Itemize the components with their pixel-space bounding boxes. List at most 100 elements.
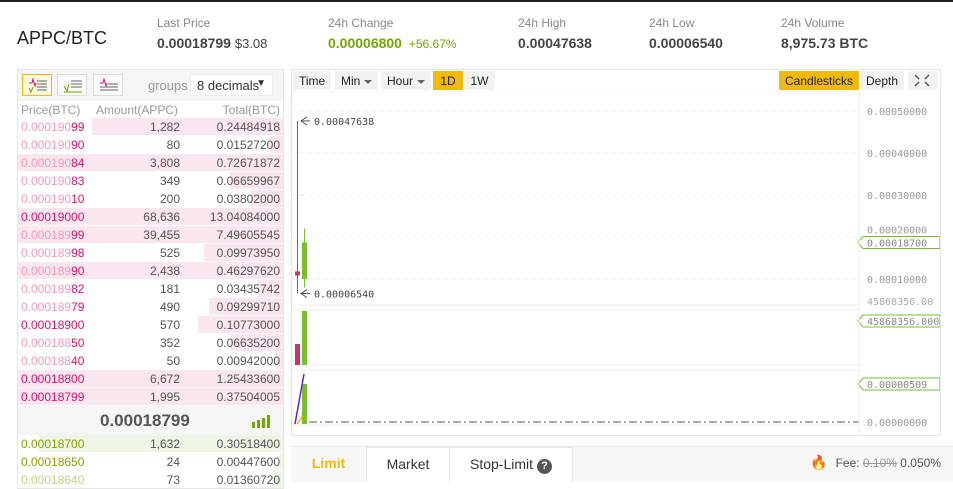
tab-stop-limit-label: Stop-Limit [469, 456, 534, 472]
ask-row[interactable]: 0.00018800 6,672 1.25433600 [18, 370, 283, 388]
volume-pane [292, 309, 860, 366]
ask-total: 0.03435742 [216, 282, 280, 296]
ask-total: 0.09973950 [216, 246, 280, 260]
bids-list: 0.00018700 1,632 0.30518400 0.00018650 24 0.0… [18, 435, 283, 488]
tab-limit[interactable]: Limit [291, 447, 366, 482]
volume-bar [295, 344, 300, 365]
arrow-left-icon [300, 116, 310, 126]
candlestick-chart[interactable]: 0.00050000 0.00040000 0.00030000 0.00020000… [292, 91, 940, 436]
depth-bar [203, 244, 283, 261]
stat-usd: $3.08 [234, 36, 268, 51]
interval-1w[interactable]: 1W [464, 71, 495, 90]
stat-label: 24h Change [328, 16, 394, 30]
ask-row[interactable]: 0.00018979 490 0.09299710 [18, 298, 283, 316]
ask-total: 1.25433600 [216, 372, 280, 386]
fullscreen-icon [914, 74, 930, 87]
ask-amount: 525 [159, 246, 180, 260]
pair-title: APPC/BTC [17, 28, 108, 48]
price-annotation: 0.00006540 [314, 290, 374, 301]
y-tick-label: 0.00040000 [867, 149, 927, 160]
depth-bar [272, 471, 283, 488]
view-depth[interactable]: Depth [860, 71, 905, 90]
candle-body [302, 242, 307, 279]
help-icon[interactable]: ? [537, 459, 553, 474]
decimals-select[interactable]: 8 decimals ▼ [190, 74, 273, 96]
price-prefix: 0.000190 [21, 120, 72, 134]
bid-row[interactable]: 0.00018640 73 0.01360720 [18, 471, 283, 488]
indicator-bar [302, 384, 307, 424]
ask-row[interactable]: 0.00018799 1,995 0.37504005 [18, 388, 283, 406]
interval-1d[interactable]: 1D [433, 71, 463, 90]
ask-row[interactable]: 0.00019090 80 0.01527200 [18, 136, 283, 154]
bid-price: 0.00018650 [21, 455, 85, 469]
stat-value: 0.00047638 [518, 35, 592, 51]
ask-row[interactable]: 0.00018982 181 0.03435742 [18, 280, 283, 298]
ask-row[interactable]: 0.00018998 525 0.09973950 [18, 244, 283, 262]
interval-min[interactable]: Min [335, 71, 379, 90]
ask-row[interactable]: 0.00018999 39,455 7.49605545 [18, 226, 283, 244]
ask-row[interactable]: 0.00019083 349 0.06659967 [18, 172, 283, 190]
price-suffix: 50 [71, 336, 85, 350]
stat-24h-low: 24h Low 0.00006540 [649, 16, 723, 51]
stat-value: 0.00018799 [157, 35, 231, 51]
indicator-tag: 0.00000509 [867, 380, 927, 391]
tab-stop-limit[interactable]: Stop-Limit? [449, 447, 573, 482]
view-candlesticks[interactable]: Candlesticks [779, 71, 860, 90]
ask-price: 0.00019090 [21, 138, 84, 152]
candle-body [295, 271, 300, 276]
bid-row[interactable]: 0.00018650 24 0.00447600 [18, 453, 283, 471]
ask-row[interactable]: 0.00019084 3,808 0.72671872 [18, 154, 283, 172]
price-prefix: 0.000189 [21, 264, 72, 278]
bid-row[interactable]: 0.00018700 1,632 0.30518400 [18, 435, 283, 453]
ask-row[interactable]: 0.00019000 68,636 13.04084000 [18, 208, 283, 226]
price-annotation: 0.00047638 [314, 117, 374, 128]
price-prefix: 0.000189 [21, 282, 72, 296]
ask-row[interactable]: 0.00019010 200 0.03802000 [18, 190, 283, 208]
price-prefix: 0.000190 [21, 138, 72, 152]
volume-tick: 45868356.00 [867, 297, 933, 308]
view-both-button[interactable] [22, 74, 52, 96]
ask-price: 0.00018999 [21, 228, 84, 242]
ask-row[interactable]: 0.00018840 50 0.00942000 [18, 352, 283, 370]
price-suffix: 0.00019000 [21, 210, 85, 224]
price-prefix: 0.000188 [21, 336, 72, 350]
depth-bar [251, 190, 283, 207]
y-tick-label: 0.00010000 [867, 275, 927, 286]
ask-row[interactable]: 0.00018990 2,438 0.46297620 [18, 262, 283, 280]
ask-amount: 3,808 [149, 156, 180, 170]
bid-amount: 73 [166, 473, 180, 487]
ask-amount: 181 [159, 282, 180, 296]
col-amount: Amount(APPC) [96, 103, 179, 117]
price-suffix: 0.00018900 [21, 318, 85, 332]
price-prefix: 0.000190 [21, 156, 72, 170]
tab-market[interactable]: Market [366, 447, 450, 482]
view-bids-button[interactable] [57, 74, 87, 96]
ask-total: 0.01527200 [216, 138, 280, 152]
ask-amount: 490 [159, 300, 180, 314]
price-suffix: 83 [71, 174, 85, 188]
ask-row[interactable]: 0.00018900 570 0.10773000 [18, 316, 283, 334]
fire-icon: 🔥 [810, 454, 828, 470]
volume-tag: 45868356.000 [867, 317, 939, 328]
price-suffix: 84 [71, 156, 85, 170]
ask-amount: 352 [159, 336, 180, 350]
price-prefix: 0.000190 [21, 192, 72, 206]
ask-amount: 68,636 [143, 210, 180, 224]
interval-time[interactable]: Time [293, 71, 332, 90]
price-prefix: 0.000189 [21, 300, 72, 314]
fullscreen-button[interactable] [908, 71, 938, 90]
main-pane [292, 91, 860, 306]
ask-row[interactable]: 0.00019099 1,282 0.24484918 [18, 118, 283, 136]
signal-bars-icon [252, 415, 270, 428]
ask-total: 0.09299710 [216, 300, 280, 314]
view-asks-button[interactable] [93, 74, 123, 96]
ask-amount: 200 [159, 192, 180, 206]
ask-row[interactable]: 0.00018850 352 0.06635200 [18, 334, 283, 352]
price-suffix: 10 [71, 192, 85, 206]
ask-amount: 50 [166, 354, 180, 368]
price-suffix: 0.00018799 [21, 390, 85, 404]
last-price-tag: 0.00018700 [867, 238, 927, 249]
interval-hour[interactable]: Hour [381, 71, 432, 90]
top-border [0, 0, 953, 2]
ask-total: 0.06659967 [216, 174, 280, 188]
